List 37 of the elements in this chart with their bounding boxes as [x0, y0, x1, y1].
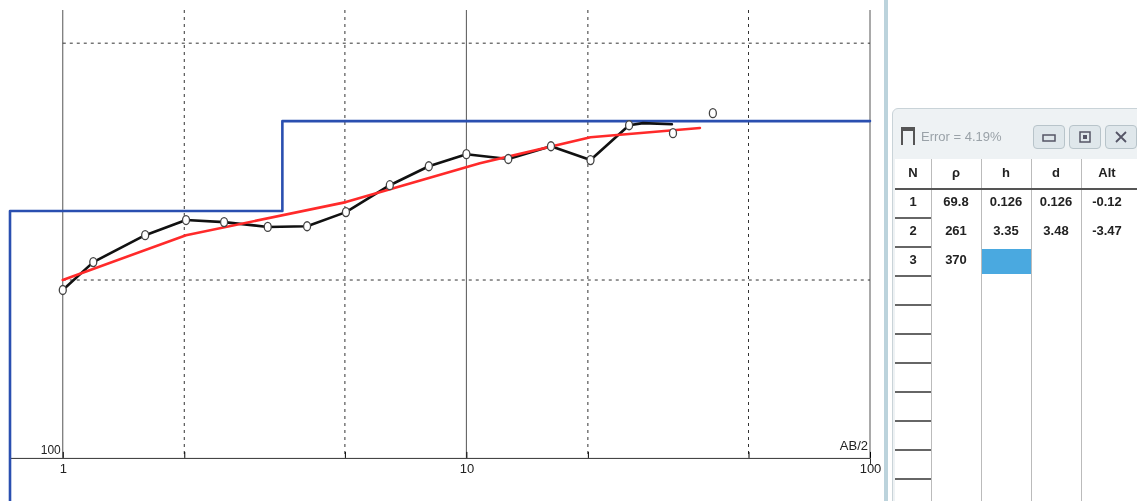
point — [181, 214, 191, 226]
x-tick-label: 100 — [859, 461, 882, 477]
x-axis-title: AB/2 — [839, 437, 868, 453]
point — [424, 161, 433, 172]
text: 3 — [908, 252, 918, 267]
point — [341, 206, 351, 218]
text: N — [907, 165, 919, 180]
text: 0.126 — [988, 194, 1024, 209]
x-tick-label: 10 — [459, 461, 475, 477]
text: Error = 4.19% — [921, 129, 1002, 144]
text: 370 — [944, 252, 968, 267]
point — [58, 284, 67, 296]
text: ρ — [950, 165, 961, 180]
text: 1 — [908, 194, 918, 209]
text: -0.12 — [1091, 194, 1123, 209]
text: 0.126 — [1038, 194, 1074, 209]
point — [141, 230, 150, 241]
point — [302, 221, 312, 232]
text: 2 — [908, 223, 918, 238]
point — [586, 154, 595, 166]
text: d — [1051, 165, 1061, 180]
text: 3.35 — [992, 223, 1020, 238]
text: Alt — [1097, 165, 1117, 180]
point — [668, 128, 678, 139]
point — [708, 108, 718, 119]
point — [546, 141, 556, 152]
text: 3.48 — [1042, 223, 1070, 238]
x-tick-label: 1 — [59, 461, 67, 477]
point — [385, 180, 394, 191]
annotation: 100 — [40, 442, 62, 457]
text: h — [1001, 165, 1011, 180]
text: 69.8 — [942, 194, 970, 209]
point — [263, 221, 272, 233]
point — [504, 153, 513, 165]
text: -3.47 — [1091, 223, 1123, 238]
text: 261 — [944, 223, 968, 238]
point — [219, 216, 229, 228]
